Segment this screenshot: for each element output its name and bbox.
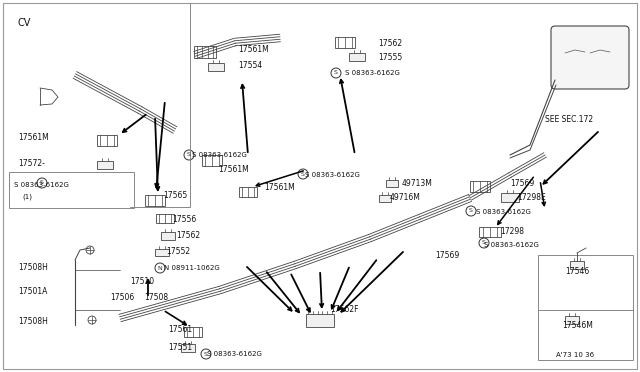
Text: 17546M: 17546M — [562, 321, 593, 330]
Text: 17508H: 17508H — [18, 263, 48, 272]
Text: 17565: 17565 — [163, 192, 188, 201]
Bar — [161, 232, 175, 240]
Text: 17506: 17506 — [110, 294, 134, 302]
Text: 17561M: 17561M — [264, 183, 295, 192]
Text: 17569: 17569 — [435, 251, 460, 260]
Bar — [156, 214, 174, 222]
Text: 17562: 17562 — [378, 38, 402, 48]
Text: 17555: 17555 — [378, 52, 403, 61]
Bar — [155, 248, 169, 256]
Text: 17572-: 17572- — [18, 158, 45, 167]
Bar — [479, 227, 501, 237]
Text: (1): (1) — [22, 194, 32, 200]
Text: 17546: 17546 — [565, 267, 589, 276]
Bar — [565, 316, 579, 324]
Text: 17561: 17561 — [168, 326, 192, 334]
Bar — [194, 46, 216, 58]
Text: CV: CV — [18, 18, 31, 28]
Bar — [181, 344, 195, 352]
Text: S: S — [469, 208, 473, 214]
Text: 17561M: 17561M — [238, 45, 269, 55]
Text: S: S — [301, 171, 305, 176]
Text: S: S — [482, 241, 486, 246]
Text: S: S — [334, 71, 338, 76]
Text: 17508H: 17508H — [18, 317, 48, 327]
Text: S 08363-6162G: S 08363-6162G — [305, 172, 360, 178]
Text: S 08363-6162G: S 08363-6162G — [207, 351, 262, 357]
Text: 49716M: 49716M — [390, 193, 421, 202]
Text: 17569: 17569 — [510, 179, 534, 187]
Text: 17556: 17556 — [172, 215, 196, 224]
Bar — [145, 195, 165, 205]
FancyBboxPatch shape — [551, 26, 629, 89]
Text: 17298: 17298 — [500, 228, 524, 237]
Text: N: N — [157, 266, 163, 270]
Bar — [184, 327, 202, 337]
Bar — [386, 180, 398, 186]
Text: A'73 10 36: A'73 10 36 — [556, 352, 594, 358]
Text: 49713M: 49713M — [402, 179, 433, 187]
Text: 17552: 17552 — [166, 247, 190, 257]
Text: S 08363-6162G: S 08363-6162G — [14, 182, 69, 188]
Bar — [97, 161, 113, 169]
Bar — [9, 172, 134, 208]
Text: 17298E: 17298E — [517, 192, 546, 202]
Text: 17510: 17510 — [130, 276, 154, 285]
Bar — [239, 187, 257, 197]
Text: S 08363-6162G: S 08363-6162G — [192, 152, 247, 158]
Text: S 08363-6162G: S 08363-6162G — [484, 242, 539, 248]
Text: 17508: 17508 — [144, 294, 168, 302]
Bar — [208, 63, 224, 71]
Text: 17551: 17551 — [168, 343, 192, 352]
Text: S: S — [204, 352, 208, 356]
Text: 17554: 17554 — [238, 61, 262, 70]
Text: S 08363-6162G: S 08363-6162G — [476, 209, 531, 215]
Text: 17562F: 17562F — [330, 305, 358, 314]
Bar — [202, 154, 222, 166]
Text: S: S — [40, 180, 44, 186]
Bar — [538, 255, 633, 360]
Text: S: S — [187, 153, 191, 157]
Bar — [501, 192, 519, 202]
Text: 17562: 17562 — [176, 231, 200, 241]
Bar — [97, 135, 117, 145]
Text: 17501A: 17501A — [18, 288, 47, 296]
Text: 17561M: 17561M — [218, 164, 249, 173]
Bar — [349, 53, 365, 61]
Bar — [306, 314, 334, 327]
Bar — [570, 261, 584, 269]
Text: N 08911-1062G: N 08911-1062G — [164, 265, 220, 271]
Bar — [470, 180, 490, 192]
Bar — [335, 36, 355, 48]
Text: S 08363-6162G: S 08363-6162G — [345, 70, 400, 76]
Bar — [379, 195, 391, 202]
Text: SEE SEC.172: SEE SEC.172 — [545, 115, 593, 125]
Text: 17561M: 17561M — [18, 134, 49, 142]
